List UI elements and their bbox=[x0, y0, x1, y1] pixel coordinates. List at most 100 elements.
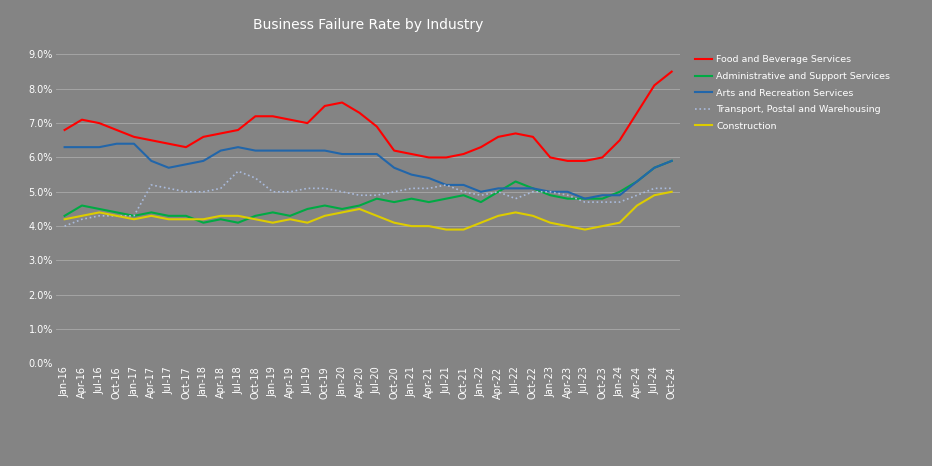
Construction bbox=[181, 217, 192, 222]
Transport, Postal and Warehousing bbox=[129, 213, 140, 219]
Transport, Postal and Warehousing bbox=[215, 185, 226, 191]
Food and Beverage Services bbox=[354, 110, 365, 116]
Construction bbox=[354, 206, 365, 212]
Transport, Postal and Warehousing bbox=[666, 185, 678, 191]
Arts and Recreation Services bbox=[198, 158, 209, 164]
Arts and Recreation Services bbox=[284, 148, 295, 153]
Food and Beverage Services bbox=[458, 151, 469, 157]
Transport, Postal and Warehousing bbox=[163, 185, 174, 191]
Food and Beverage Services bbox=[319, 103, 330, 109]
Legend: Food and Beverage Services, Administrative and Support Services, Arts and Recrea: Food and Beverage Services, Administrati… bbox=[692, 54, 892, 133]
Food and Beverage Services bbox=[441, 155, 452, 160]
Title: Business Failure Rate by Industry: Business Failure Rate by Industry bbox=[253, 18, 484, 32]
Arts and Recreation Services bbox=[129, 141, 140, 146]
Transport, Postal and Warehousing bbox=[458, 189, 469, 195]
Transport, Postal and Warehousing bbox=[649, 185, 660, 191]
Food and Beverage Services bbox=[389, 148, 400, 153]
Food and Beverage Services bbox=[649, 82, 660, 88]
Transport, Postal and Warehousing bbox=[284, 189, 295, 195]
Food and Beverage Services bbox=[528, 134, 539, 140]
Arts and Recreation Services bbox=[475, 189, 487, 195]
Transport, Postal and Warehousing bbox=[631, 192, 642, 198]
Construction bbox=[458, 227, 469, 233]
Food and Beverage Services bbox=[423, 155, 434, 160]
Food and Beverage Services bbox=[475, 144, 487, 150]
Construction bbox=[215, 213, 226, 219]
Administrative and Support Services bbox=[666, 158, 678, 164]
Arts and Recreation Services bbox=[371, 151, 382, 157]
Construction bbox=[94, 210, 105, 215]
Transport, Postal and Warehousing bbox=[145, 182, 157, 188]
Line: Construction: Construction bbox=[64, 192, 672, 230]
Administrative and Support Services bbox=[631, 178, 642, 184]
Transport, Postal and Warehousing bbox=[354, 192, 365, 198]
Food and Beverage Services bbox=[336, 100, 348, 105]
Construction bbox=[493, 213, 504, 219]
Transport, Postal and Warehousing bbox=[614, 199, 625, 205]
Transport, Postal and Warehousing bbox=[475, 192, 487, 198]
Food and Beverage Services bbox=[596, 155, 608, 160]
Arts and Recreation Services bbox=[250, 148, 261, 153]
Administrative and Support Services bbox=[76, 203, 88, 208]
Administrative and Support Services bbox=[475, 199, 487, 205]
Administrative and Support Services bbox=[111, 210, 122, 215]
Food and Beverage Services bbox=[544, 155, 555, 160]
Arts and Recreation Services bbox=[354, 151, 365, 157]
Food and Beverage Services bbox=[510, 130, 521, 136]
Administrative and Support Services bbox=[94, 206, 105, 212]
Construction bbox=[111, 213, 122, 219]
Arts and Recreation Services bbox=[319, 148, 330, 153]
Arts and Recreation Services bbox=[267, 148, 279, 153]
Transport, Postal and Warehousing bbox=[250, 175, 261, 181]
Arts and Recreation Services bbox=[510, 185, 521, 191]
Line: Arts and Recreation Services: Arts and Recreation Services bbox=[64, 144, 672, 199]
Arts and Recreation Services bbox=[441, 182, 452, 188]
Construction bbox=[250, 217, 261, 222]
Transport, Postal and Warehousing bbox=[441, 182, 452, 188]
Arts and Recreation Services bbox=[562, 189, 573, 195]
Construction bbox=[389, 220, 400, 226]
Construction bbox=[423, 223, 434, 229]
Construction bbox=[614, 220, 625, 226]
Construction bbox=[562, 223, 573, 229]
Administrative and Support Services bbox=[215, 217, 226, 222]
Arts and Recreation Services bbox=[181, 162, 192, 167]
Food and Beverage Services bbox=[94, 120, 105, 126]
Construction bbox=[666, 189, 678, 195]
Transport, Postal and Warehousing bbox=[528, 189, 539, 195]
Food and Beverage Services bbox=[562, 158, 573, 164]
Construction bbox=[319, 213, 330, 219]
Arts and Recreation Services bbox=[232, 144, 243, 150]
Arts and Recreation Services bbox=[423, 175, 434, 181]
Food and Beverage Services bbox=[302, 120, 313, 126]
Food and Beverage Services bbox=[284, 117, 295, 123]
Administrative and Support Services bbox=[580, 196, 591, 201]
Construction bbox=[198, 217, 209, 222]
Administrative and Support Services bbox=[145, 210, 157, 215]
Administrative and Support Services bbox=[129, 213, 140, 219]
Arts and Recreation Services bbox=[528, 185, 539, 191]
Administrative and Support Services bbox=[371, 196, 382, 201]
Arts and Recreation Services bbox=[544, 189, 555, 195]
Food and Beverage Services bbox=[267, 113, 279, 119]
Food and Beverage Services bbox=[198, 134, 209, 140]
Construction bbox=[544, 220, 555, 226]
Construction bbox=[371, 213, 382, 219]
Administrative and Support Services bbox=[354, 203, 365, 208]
Administrative and Support Services bbox=[544, 192, 555, 198]
Administrative and Support Services bbox=[458, 192, 469, 198]
Arts and Recreation Services bbox=[389, 165, 400, 171]
Transport, Postal and Warehousing bbox=[596, 199, 608, 205]
Construction bbox=[163, 217, 174, 222]
Administrative and Support Services bbox=[493, 189, 504, 195]
Transport, Postal and Warehousing bbox=[371, 192, 382, 198]
Construction bbox=[336, 210, 348, 215]
Transport, Postal and Warehousing bbox=[111, 213, 122, 219]
Construction bbox=[284, 217, 295, 222]
Construction bbox=[528, 213, 539, 219]
Transport, Postal and Warehousing bbox=[76, 217, 88, 222]
Administrative and Support Services bbox=[562, 196, 573, 201]
Transport, Postal and Warehousing bbox=[423, 185, 434, 191]
Administrative and Support Services bbox=[441, 196, 452, 201]
Transport, Postal and Warehousing bbox=[510, 196, 521, 201]
